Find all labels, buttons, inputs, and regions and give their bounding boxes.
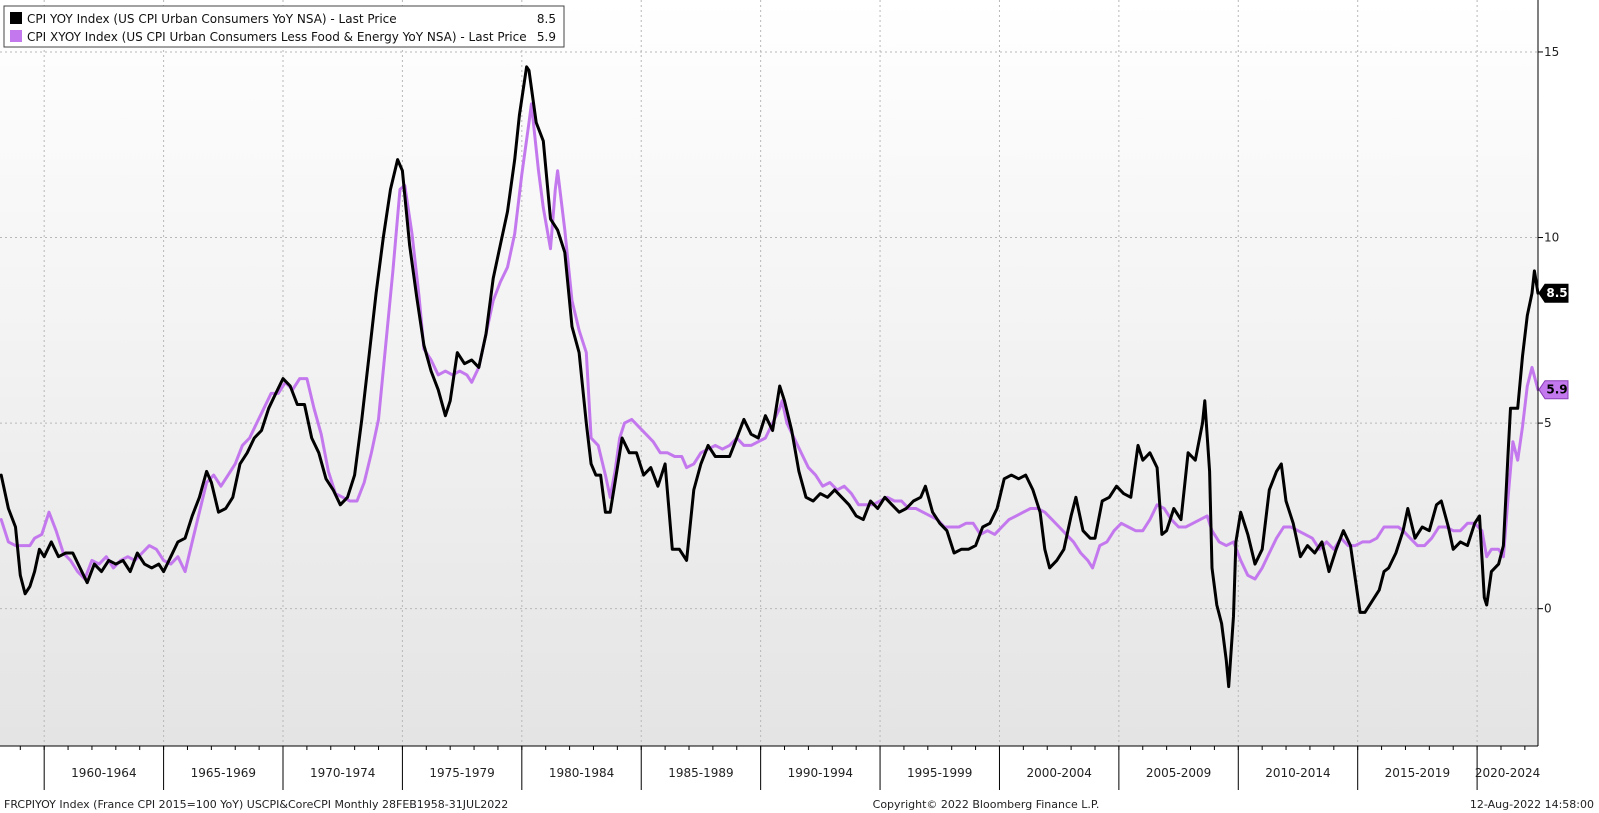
x-period-label: 2015-2019 xyxy=(1385,766,1450,780)
legend-swatch-cpi xyxy=(10,12,22,24)
x-period-label: 1960-1964 xyxy=(71,766,136,780)
legend-label-core-cpi: CPI XYOY Index (US CPI Urban Consumers L… xyxy=(27,30,527,44)
y-tick-label: 5 xyxy=(1544,416,1552,430)
footer-timestamp: 12-Aug-2022 14:58:00 xyxy=(1470,798,1594,811)
legend-swatch-core-cpi xyxy=(10,30,22,42)
badge-value-core-cpi: 5.9 xyxy=(1546,383,1567,397)
x-period-label: 2000-2004 xyxy=(1026,766,1091,780)
x-period-label: 1965-1969 xyxy=(191,766,256,780)
footer-copyright: Copyright© 2022 Bloomberg Finance L.P. xyxy=(873,798,1100,811)
badge-value-cpi: 8.5 xyxy=(1546,286,1567,300)
plot-background xyxy=(0,0,1538,746)
badge-cpi xyxy=(1538,283,1569,303)
legend-value-core-cpi: 5.9 xyxy=(537,30,556,44)
y-axis-ticks: 0 5 10 15 xyxy=(1538,45,1559,616)
x-period-label: 1975-1979 xyxy=(429,766,494,780)
grid-lines xyxy=(0,0,1538,746)
x-period-label: 1990-1994 xyxy=(788,766,853,780)
x-period-label: 1970-1974 xyxy=(310,766,375,780)
x-axis-period-labels: 1960-1964 1965-1969 1970-1974 1975-1979 1980… xyxy=(19,746,1540,790)
x-period-label: 2010-2014 xyxy=(1265,766,1330,780)
badge-core-cpi xyxy=(1538,380,1569,400)
y-tick-label: 0 xyxy=(1544,602,1552,616)
x-period-label: 2005-2009 xyxy=(1146,766,1211,780)
x-period-label: 2020-2024 xyxy=(1475,766,1540,780)
x-period-label: 1985-1989 xyxy=(668,766,733,780)
x-period-label: 1995-1999 xyxy=(907,766,972,780)
y-tick-label: 10 xyxy=(1544,231,1559,245)
x-period-label: 1980-1984 xyxy=(549,766,614,780)
legend-label-cpi: CPI YOY Index (US CPI Urban Consumers Yo… xyxy=(27,12,397,26)
series-line-cpi xyxy=(0,65,1540,689)
y-tick-label: 15 xyxy=(1544,45,1559,59)
footer-source: FRCPIYOY Index (France CPI 2015=100 YoY)… xyxy=(4,798,508,811)
legend-frame xyxy=(3,5,565,48)
last-value-badges: 8.5 5.9 xyxy=(1538,283,1569,400)
legend-box: CPI YOY Index (US CPI Urban Consumers Yo… xyxy=(3,5,565,48)
legend-value-cpi: 8.5 xyxy=(537,12,556,26)
series-lines xyxy=(0,65,1540,689)
